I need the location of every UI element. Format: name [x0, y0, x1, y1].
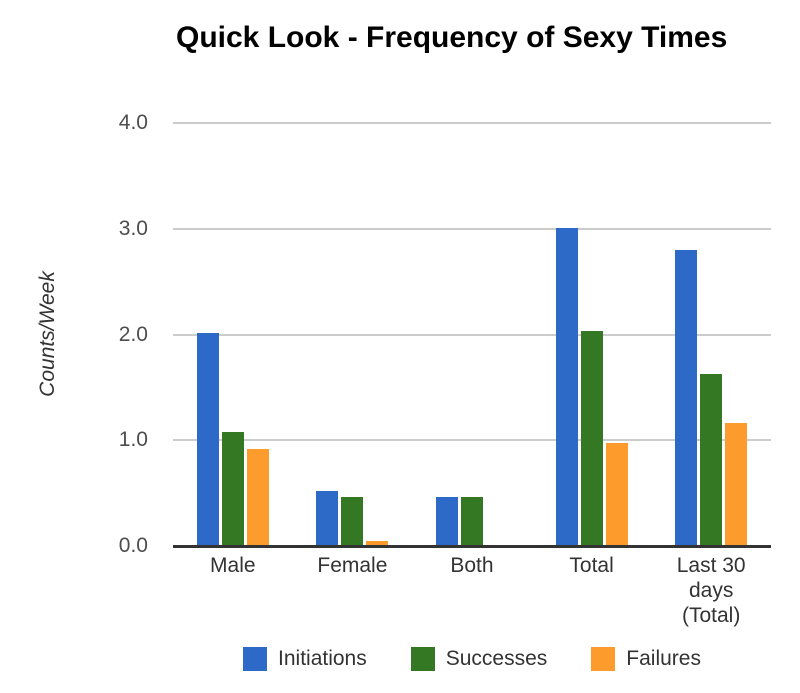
x-tick-label: Last 30 days (Total) — [651, 554, 771, 628]
bar-group — [532, 123, 652, 546]
bar-initiations — [675, 249, 698, 546]
bar-failures — [366, 540, 389, 546]
bar-group — [412, 123, 532, 546]
legend-swatch-initiations — [243, 647, 268, 671]
bar-initiations — [435, 497, 458, 546]
bar-successes — [221, 431, 244, 546]
legend-swatch-failures — [591, 647, 616, 671]
plot-area — [173, 122, 771, 548]
x-tick-label-text: Last 30 days (Total) — [676, 554, 746, 627]
x-axis-category-labels: Male Female Both Total Last 30 days (Total) — [173, 554, 771, 628]
legend-item: Failures — [591, 647, 701, 671]
legend: Initiations Successes Failures — [173, 647, 771, 671]
bar-successes — [700, 373, 723, 546]
legend-label: Successes — [445, 647, 548, 670]
bar-failures — [725, 423, 748, 546]
bar-group — [651, 123, 771, 546]
legend-item: Successes — [410, 647, 548, 671]
bar-groups — [173, 123, 771, 546]
bar-failures — [246, 448, 269, 546]
x-tick-label: Male — [173, 554, 293, 628]
gridline — [173, 122, 771, 124]
y-tick-label: 4.0 — [118, 111, 148, 134]
bar-initiations — [316, 491, 339, 546]
x-tick-label: Total — [532, 554, 652, 628]
x-tick-label-text: Total — [569, 554, 614, 577]
bar-successes — [460, 497, 483, 546]
bar-group — [173, 123, 293, 546]
x-tick-label: Female — [293, 554, 413, 628]
bar-successes — [580, 331, 603, 546]
legend-label: Failures — [626, 647, 701, 670]
x-tick-label: Both — [412, 554, 532, 628]
x-tick-label-text: Both — [450, 554, 494, 577]
legend-item: Initiations — [243, 647, 367, 671]
bar-failures — [605, 443, 628, 546]
y-tick-label: 0.0 — [118, 534, 148, 557]
x-tick-label-text: Male — [210, 554, 256, 577]
y-tick-label: 1.0 — [118, 428, 148, 452]
y-tick-label: 2.0 — [118, 322, 148, 346]
gridline — [173, 333, 771, 336]
x-axis-line — [173, 545, 771, 548]
y-tick-label: 3.0 — [118, 216, 148, 240]
legend-swatch-successes — [410, 647, 435, 671]
gridline — [173, 227, 771, 230]
bar-initiations — [555, 227, 578, 546]
bar-successes — [341, 497, 364, 546]
y-axis-title: Counts/Week — [36, 271, 59, 397]
bar-group — [293, 123, 413, 546]
bar-initiations — [196, 333, 219, 546]
gridline — [173, 439, 771, 442]
x-tick-label-text: Female — [317, 554, 388, 577]
chart-title: Quick Look - Frequency of Sexy Times — [176, 21, 728, 54]
legend-label: Initiations — [278, 647, 367, 670]
